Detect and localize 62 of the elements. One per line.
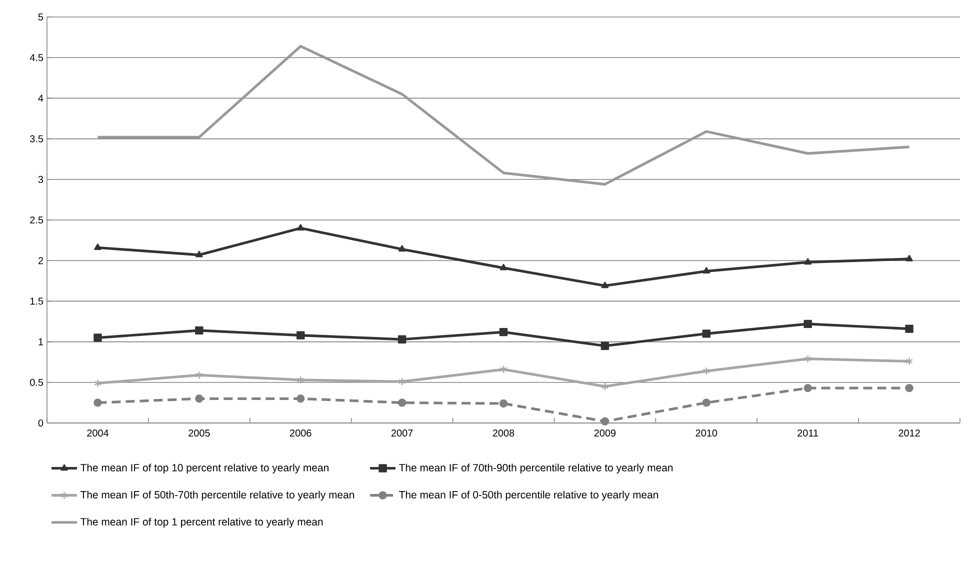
point <box>906 254 913 262</box>
point <box>600 342 610 350</box>
x-tick-label: 2009 <box>594 430 616 437</box>
y-tick-label: 1 <box>38 338 43 346</box>
point <box>702 267 710 274</box>
legend-label: The mean IF of 0-50th percentile relative to yearly mean <box>399 490 658 501</box>
y-tick-label: 0.5 <box>30 378 44 386</box>
x-tick-label: 2008 <box>492 430 514 437</box>
point <box>296 394 305 403</box>
point <box>702 330 710 338</box>
point <box>398 245 406 252</box>
point <box>94 398 102 407</box>
point <box>499 399 508 408</box>
point <box>499 328 508 336</box>
point <box>601 282 609 288</box>
line-series <box>96 44 911 186</box>
x-tick-label: 2012 <box>898 430 920 437</box>
point <box>702 366 710 376</box>
point <box>94 379 102 388</box>
point <box>702 398 710 407</box>
x-tick-label: 2004 <box>87 430 109 437</box>
legend-label: The mean IF of 70th-90th percentile relative to yearly mean <box>399 464 673 474</box>
point <box>500 365 508 374</box>
point <box>296 376 304 384</box>
point <box>804 320 812 328</box>
point <box>398 335 406 344</box>
point <box>906 357 913 366</box>
point <box>195 326 204 335</box>
point <box>196 250 203 258</box>
y-tick-label: 2 <box>38 257 43 264</box>
point <box>94 334 102 342</box>
point <box>196 370 203 380</box>
point <box>601 382 609 391</box>
point <box>94 244 102 250</box>
legend-label: The mean IF of 50th-70th percentile relative to yearly mean <box>80 490 354 501</box>
y-tick-label: 3.5 <box>30 135 44 142</box>
y-tick-label: 5 <box>38 14 44 20</box>
y-tick-label: 4 <box>38 94 44 102</box>
point <box>195 394 204 403</box>
point <box>804 354 812 363</box>
point <box>398 398 406 407</box>
x-tick-label: 2005 <box>188 430 210 437</box>
point <box>804 258 812 265</box>
x-tick-label: 2007 <box>391 430 413 437</box>
point <box>296 224 304 230</box>
y-tick-label: 0 <box>38 419 44 427</box>
y-tick-label: 2.5 <box>30 216 44 224</box>
point <box>804 384 812 392</box>
point <box>398 377 406 386</box>
point <box>296 331 305 340</box>
point <box>500 264 508 270</box>
y-tick-label: 3 <box>38 176 44 183</box>
legend-label: The mean IF of top 1 percent relative to yearly mean <box>80 518 323 528</box>
legend-label: The mean IF of top 10 percent relative to yearly mean <box>80 464 328 474</box>
point <box>905 324 914 333</box>
x-tick-label: 2010 <box>696 430 718 437</box>
point <box>600 417 610 426</box>
x-tick-label: 2006 <box>290 430 312 437</box>
x-tick-label: 2011 <box>798 430 818 437</box>
y-tick-label: 1.5 <box>30 298 44 305</box>
point <box>905 384 914 392</box>
y-tick-label: 4.5 <box>30 54 44 62</box>
